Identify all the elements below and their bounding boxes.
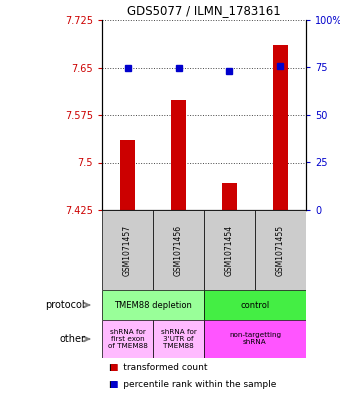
Bar [204, 210, 255, 290]
Bar [204, 320, 306, 358]
Bar [222, 183, 237, 210]
Bar [171, 101, 186, 210]
Text: ■: ■ [109, 380, 117, 389]
Text: ■  transformed count: ■ transformed count [109, 363, 207, 372]
Bar [102, 290, 204, 320]
Text: control: control [240, 301, 270, 310]
Bar [102, 320, 153, 358]
Text: non-targetting
shRNA: non-targetting shRNA [229, 332, 281, 345]
Text: ■  percentile rank within the sample: ■ percentile rank within the sample [109, 380, 276, 389]
Text: ■: ■ [109, 363, 117, 372]
Bar [153, 320, 204, 358]
Title: GDS5077 / ILMN_1783161: GDS5077 / ILMN_1783161 [127, 4, 281, 17]
Text: TMEM88 depletion: TMEM88 depletion [114, 301, 192, 310]
Text: shRNA for
3'UTR of
TMEM88: shRNA for 3'UTR of TMEM88 [160, 329, 197, 349]
Bar [273, 45, 288, 210]
Text: GSM1071455: GSM1071455 [276, 224, 285, 275]
Text: GSM1071457: GSM1071457 [123, 224, 132, 275]
Bar [153, 210, 204, 290]
Text: shRNA for
first exon
of TMEM88: shRNA for first exon of TMEM88 [107, 329, 148, 349]
Bar [102, 210, 153, 290]
Bar [120, 140, 135, 210]
Text: protocol: protocol [45, 300, 85, 310]
Text: GSM1071456: GSM1071456 [174, 224, 183, 275]
Text: other: other [59, 334, 85, 344]
Bar [204, 290, 306, 320]
Text: GSM1071454: GSM1071454 [225, 224, 234, 275]
Bar [255, 210, 306, 290]
